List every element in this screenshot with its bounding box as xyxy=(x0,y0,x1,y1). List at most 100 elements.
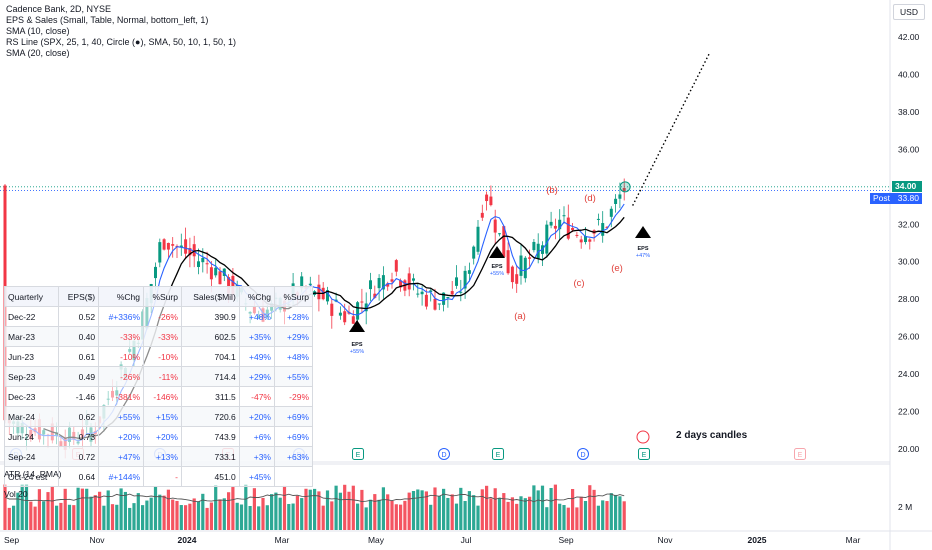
eps-marker-label: EPS xyxy=(351,342,362,348)
eps-table-cell: +69% xyxy=(273,426,314,447)
eps-table-header-cell: %Chg xyxy=(238,286,275,307)
candle-body xyxy=(609,208,613,217)
volume-bar xyxy=(497,497,502,530)
eps-table-cell: -47% xyxy=(238,386,275,407)
price-tick-label: 26.00 xyxy=(898,332,920,342)
volume-bar xyxy=(24,484,29,530)
candle-body xyxy=(622,188,626,192)
volume-bar xyxy=(33,506,37,530)
eps-table-cell: 733.1 xyxy=(180,446,240,467)
volume-bar xyxy=(540,485,545,530)
candle-body xyxy=(545,224,549,254)
time-axis-label: Nov xyxy=(89,535,105,545)
time-axis-label: Mar xyxy=(846,535,861,545)
volume-bar xyxy=(205,507,209,530)
candle-body xyxy=(549,221,553,226)
wave-label: (a) xyxy=(514,311,526,322)
volume-bar xyxy=(145,500,149,530)
volume-bar xyxy=(373,494,377,530)
candle-body xyxy=(467,270,471,274)
earnings-marker xyxy=(794,448,806,460)
volume-bar xyxy=(467,491,471,530)
eps-table-cell: Dec-23 xyxy=(4,386,59,407)
volume-bar xyxy=(429,504,433,530)
volume-bar xyxy=(562,505,566,530)
eps-table-cell: +29% xyxy=(238,366,275,387)
candle-body xyxy=(442,292,446,305)
volume-bar xyxy=(295,495,299,530)
eps-table-cell: +20% xyxy=(98,426,145,447)
price-tick-label: 40.00 xyxy=(898,69,920,79)
volume-bar xyxy=(338,492,342,530)
volume-bar xyxy=(347,491,351,530)
eps-table-cell: Dec-22 xyxy=(4,306,59,327)
price-tick-label: 32.00 xyxy=(898,219,920,229)
volume-bar xyxy=(360,489,364,530)
time-axis-label: Mar xyxy=(275,535,290,545)
eps-table-header: Quarterly EPS($) %Chg %Surp Sales($Mil) %Chg%… xyxy=(4,286,314,307)
candle-body xyxy=(171,244,175,246)
eps-table-header-cell: %Surp xyxy=(143,286,182,307)
time-axis-label: Sep xyxy=(558,535,573,545)
volume-bar xyxy=(583,500,588,530)
candle-body xyxy=(455,277,458,286)
volume-bar xyxy=(244,484,248,530)
candle-body xyxy=(450,291,454,295)
candle-body xyxy=(218,271,222,285)
eps-table-cell: Jun-23 xyxy=(4,346,59,367)
candle-body xyxy=(188,248,192,256)
candle-body xyxy=(308,283,312,285)
earnings-marker xyxy=(638,448,650,460)
volume-bar xyxy=(46,492,50,530)
volume-bar xyxy=(506,501,510,530)
volume-bar xyxy=(549,488,553,530)
volume-bar xyxy=(166,489,170,530)
symbol-title[interactable]: Cadence Bank, 2D, NYSE xyxy=(6,4,112,14)
volume-bar xyxy=(502,493,506,530)
volume-bar xyxy=(261,497,265,530)
candle-body xyxy=(584,236,587,243)
volume-bar xyxy=(536,490,540,530)
eps-triangle-marker xyxy=(635,226,651,238)
volume-bar xyxy=(325,490,330,530)
volume-bar xyxy=(50,485,54,530)
price-tick-label: 22.00 xyxy=(898,407,920,417)
volume-bar xyxy=(12,505,16,530)
volume-bar xyxy=(214,485,218,530)
volume-bar xyxy=(420,490,424,530)
legend-sma20[interactable]: SMA (20, close) xyxy=(6,48,70,58)
volume-bar xyxy=(136,493,140,530)
eps-table-cell: -381% xyxy=(98,386,145,407)
eps-table-header-cell: EPS($) xyxy=(57,286,100,307)
candle-body xyxy=(343,311,347,323)
legend-eps-sales[interactable]: EPS & Sales (Small, Table, Normal, botto… xyxy=(6,15,209,25)
eps-table-cell: 451.0 xyxy=(180,466,240,487)
candle-body xyxy=(489,196,493,206)
volume-bar xyxy=(390,500,394,530)
earnings-marker-letter: E xyxy=(798,452,803,459)
volume-bar xyxy=(592,489,596,530)
volume-bar xyxy=(67,504,72,530)
candle-body xyxy=(197,261,200,267)
eps-table-cell: 743.9 xyxy=(180,426,240,447)
currency-button[interactable]: USD xyxy=(893,4,925,20)
legend-rs-line[interactable]: RS Line (SPX, 25, 1, 40, Circle (●), SMA… xyxy=(6,37,237,47)
candle-body xyxy=(231,275,235,295)
volume-bar xyxy=(196,501,201,530)
eps-table-row: Jun-23 0.61 -10% -10% 704.1 +49% +48% xyxy=(4,346,314,367)
volume-bar xyxy=(622,501,626,530)
candle-body xyxy=(502,226,506,258)
volume-bar xyxy=(424,491,428,530)
volume-bar xyxy=(480,489,484,530)
price-tick-label: 20.00 xyxy=(898,444,920,454)
legend-sma10[interactable]: SMA (10, close) xyxy=(6,26,70,36)
volume-bar xyxy=(609,493,613,530)
candle-body xyxy=(407,273,411,290)
atr-indicator-label[interactable]: ATR (14, RMA) xyxy=(4,469,62,479)
candle-body xyxy=(300,276,304,289)
candle-body xyxy=(412,278,415,281)
candle-body xyxy=(596,218,600,220)
volume-indicator-label[interactable]: Vol 20 xyxy=(4,489,28,499)
